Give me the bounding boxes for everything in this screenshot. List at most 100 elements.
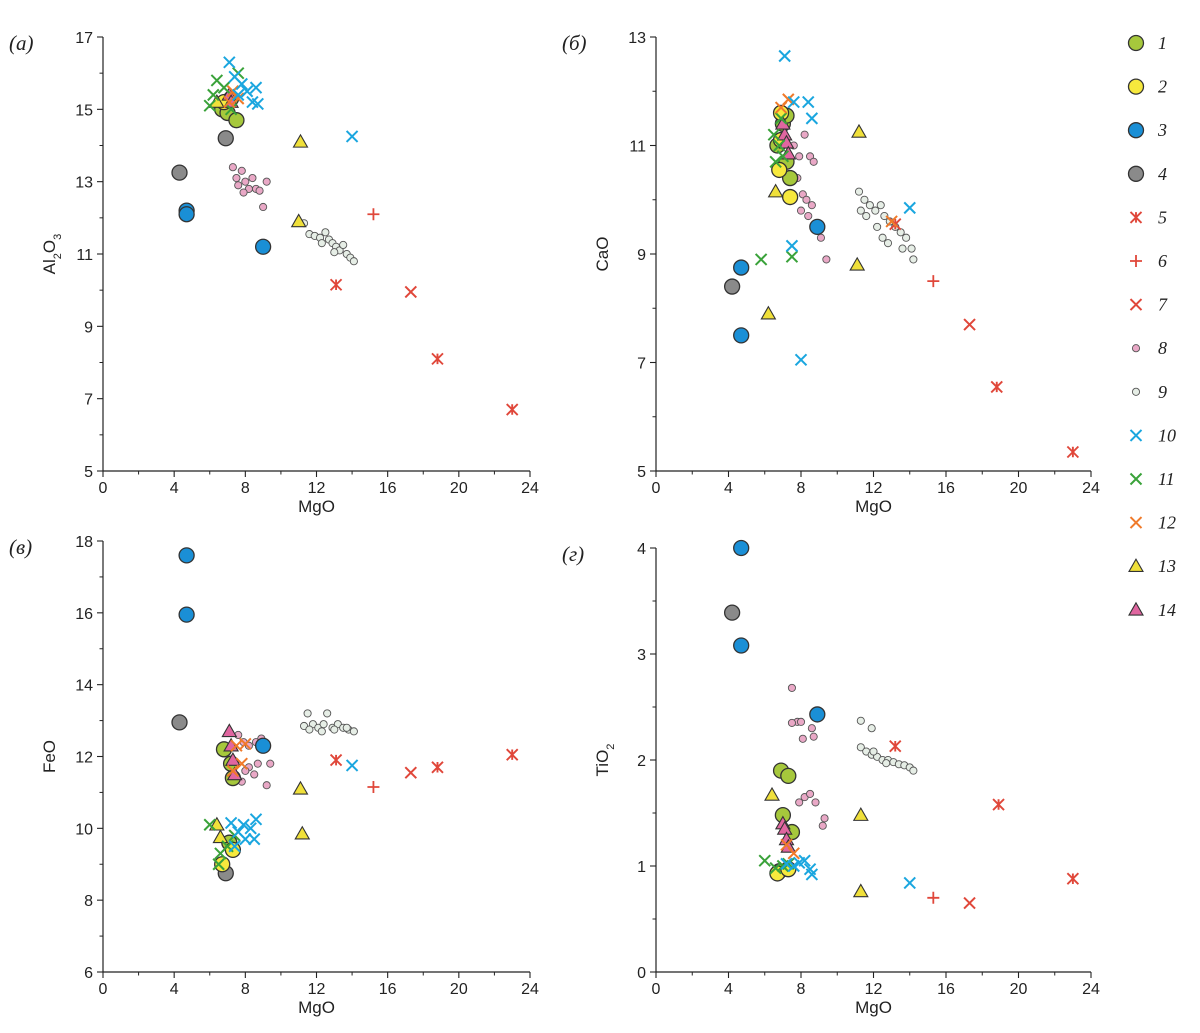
legend-item-12: 12 xyxy=(1129,513,1176,533)
data-point-series-8 xyxy=(807,724,816,733)
data-point-series-2 xyxy=(214,856,231,873)
data-point-series-9 xyxy=(869,747,878,756)
y-tick-label: 11 xyxy=(629,139,646,156)
data-point-series-5 xyxy=(992,798,1005,811)
data-point-series-13 xyxy=(292,133,309,148)
x-axis-label: MgO xyxy=(855,497,892,516)
data-point-series-4 xyxy=(217,130,234,147)
legend-item-2: 2 xyxy=(1127,77,1167,97)
data-point-series-9 xyxy=(867,724,876,733)
data-point-series-8 xyxy=(807,201,816,210)
data-point-series-10 xyxy=(798,854,811,867)
x-tick-label: 24 xyxy=(521,480,539,497)
data-point-series-9 xyxy=(330,248,339,257)
data-point-series-5 xyxy=(431,352,444,366)
data-point-series-3 xyxy=(809,218,826,236)
data-point-series-3 xyxy=(809,706,826,723)
legend-label: 1 xyxy=(1158,33,1167,53)
legend-marker-3 xyxy=(1127,122,1145,139)
data-point-series-8 xyxy=(820,814,829,823)
data-point-series-9 xyxy=(330,725,339,734)
chart-panel-2: 0 4 8 12 16 20 24 5 7 9 11 13 MgO CaO (б) xyxy=(562,30,1100,516)
data-point-series-9 xyxy=(342,723,351,732)
data-point-series-10 xyxy=(240,85,254,98)
data-point-series-13 xyxy=(292,780,309,795)
data-point-series-7 xyxy=(404,766,418,779)
legend-marker-13 xyxy=(1128,558,1144,573)
data-point-series-9 xyxy=(896,228,905,237)
y-tick-label: 18 xyxy=(75,534,93,551)
y-tick-label: 16 xyxy=(75,606,93,623)
x-tick-label: 16 xyxy=(937,981,955,998)
legend-marker-9 xyxy=(1131,387,1141,396)
data-point-series-5 xyxy=(1066,445,1080,459)
data-point-series-9 xyxy=(871,206,880,215)
data-point-series-11 xyxy=(769,861,782,875)
data-point-series-8 xyxy=(809,157,818,166)
data-point-series-12 xyxy=(226,764,240,778)
data-point-series-11 xyxy=(758,854,771,867)
data-point-series-8 xyxy=(259,202,268,212)
panel-tag: (б) xyxy=(562,31,587,55)
data-point-series-9 xyxy=(319,720,328,729)
legend-label: 14 xyxy=(1158,600,1176,620)
x-tick-label: 12 xyxy=(308,480,326,497)
data-point-series-11 xyxy=(203,99,216,112)
chart-panel-1: 0 4 8 12 16 20 24 5 7 9 11 13 15 17 MgO Al2O3 (а) xyxy=(9,30,539,516)
data-point-series-8 xyxy=(806,789,815,798)
data-point-series-9 xyxy=(856,716,865,725)
x-tick-label: 24 xyxy=(1082,981,1100,998)
y-tick-label: 8 xyxy=(84,893,93,910)
x-tick-label: 0 xyxy=(652,480,661,497)
data-point-series-8 xyxy=(787,718,796,727)
x-tick-label: 12 xyxy=(865,981,883,998)
data-point-series-10 xyxy=(251,97,264,111)
legend-marker-8 xyxy=(1131,344,1141,353)
data-point-series-10 xyxy=(232,88,245,102)
data-point-series-8 xyxy=(809,732,818,741)
data-point-series-11 xyxy=(785,250,799,263)
data-point-series-10 xyxy=(787,95,800,109)
data-point-series-9 xyxy=(876,201,885,210)
data-point-series-10 xyxy=(794,353,808,366)
data-point-series-8 xyxy=(239,188,248,197)
x-tick-label: 16 xyxy=(937,480,955,497)
legend-label: 9 xyxy=(1158,382,1167,402)
y-axis-label: CaO xyxy=(593,237,612,272)
data-point-series-9 xyxy=(878,233,887,242)
legend-item-6: 6 xyxy=(1130,251,1167,271)
x-tick-label: 8 xyxy=(797,480,806,497)
legend-marker-4 xyxy=(1127,165,1145,182)
x-tick-label: 20 xyxy=(450,480,468,497)
y-tick-label: 10 xyxy=(75,821,93,838)
data-point-series-9 xyxy=(862,211,871,221)
data-point-series-9 xyxy=(349,727,358,736)
data-point-series-9 xyxy=(856,206,865,215)
data-point-series-5 xyxy=(431,761,444,774)
x-tick-label: 8 xyxy=(241,981,250,998)
data-point-series-9 xyxy=(882,759,891,768)
legend-item-8: 8 xyxy=(1131,338,1167,358)
y-tick-label: 12 xyxy=(75,750,93,767)
data-point-series-9 xyxy=(305,725,314,734)
y-tick-label: 17 xyxy=(75,30,93,47)
data-point-series-13 xyxy=(767,183,784,198)
x-axis-label: MgO xyxy=(298,497,335,516)
x-tick-label: 8 xyxy=(797,981,806,998)
data-point-series-8 xyxy=(228,163,237,172)
y-axis-label: Al2O3 xyxy=(40,234,64,275)
data-point-series-1 xyxy=(780,767,797,785)
data-point-series-8 xyxy=(787,683,796,692)
chart-panel-3: 0 4 8 12 16 20 24 6 8 10 12 14 16 18 MgO FeO (в) xyxy=(9,534,539,1017)
data-point-series-8 xyxy=(241,177,250,186)
data-point-series-11 xyxy=(776,150,790,163)
data-point-series-8 xyxy=(806,152,815,161)
x-tick-label: 20 xyxy=(1010,981,1028,998)
x-tick-label: 4 xyxy=(170,480,179,497)
data-point-series-8 xyxy=(796,717,806,726)
data-point-series-7 xyxy=(963,318,976,331)
legend-marker-5 xyxy=(1129,211,1143,224)
data-point-series-9 xyxy=(865,201,874,210)
data-point-series-10 xyxy=(903,201,916,215)
